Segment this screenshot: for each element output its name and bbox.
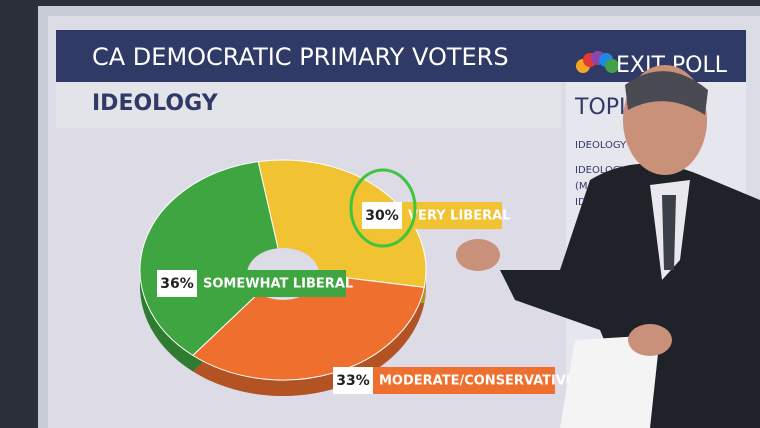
header-band [56, 30, 746, 82]
chart-subtitle: IDEOLOGY [92, 91, 219, 116]
value-label: 36% [160, 276, 194, 292]
subtitle-band [56, 82, 561, 128]
pie-slice [139, 161, 284, 357]
category-label-box [197, 270, 346, 297]
sidebar-item: IDEOLOGY [575, 140, 627, 151]
annotation-circle [349, 168, 417, 248]
value-label: 30% [365, 208, 399, 224]
sidebar-title: TOPI [574, 95, 626, 120]
category-label-box [373, 367, 555, 394]
value-label-box [157, 270, 197, 297]
category-label-box [402, 202, 502, 229]
value-label: 33% [336, 373, 370, 389]
labels: 30% VERY LIBERAL 33% MODERATE/CONSERVATIVE 3… [157, 168, 575, 394]
value-label-box [333, 367, 373, 394]
presenter [456, 65, 760, 428]
value-label-box [362, 202, 402, 229]
chart-title: CA DEMOCRATIC PRIMARY VOTERS [92, 43, 509, 71]
category-label: SOMEWHAT LIBERAL [203, 277, 353, 292]
category-label: VERY LIBERAL [408, 209, 510, 224]
peacock-logo [576, 51, 619, 73]
category-label: MODERATE/CONSERVATIVE [379, 374, 575, 389]
